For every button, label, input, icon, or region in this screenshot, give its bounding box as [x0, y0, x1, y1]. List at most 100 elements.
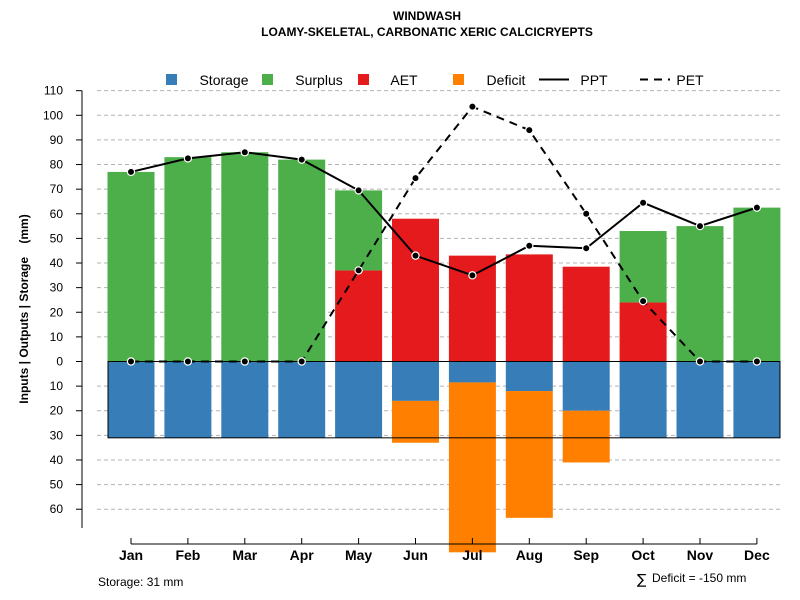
y-tick-label: 70: [50, 182, 64, 196]
deficit-bar-aug: [505, 391, 553, 518]
x-tick-label-jun: Jun: [403, 547, 428, 563]
y-tick-label: 50: [50, 478, 64, 492]
legend-label-surplus: Surplus: [295, 72, 342, 88]
pet-point-sep: [582, 209, 591, 218]
storage-bar-nov: [676, 361, 724, 438]
y-tick-label: 50: [50, 231, 64, 245]
ppt-point-sep: [582, 244, 591, 253]
legend: Storage Surplus AET Deficit PPT PET: [166, 72, 704, 88]
y-tick-label: 30: [50, 281, 64, 295]
pet-point-aug: [525, 125, 534, 135]
pet-point-dec: [752, 357, 762, 366]
storage-bar-feb: [164, 361, 212, 438]
surplus-bar-dec: [733, 207, 781, 362]
y-tick-label: 20: [50, 404, 64, 418]
ppt-point-feb: [183, 154, 193, 163]
ppt-point-jun: [411, 251, 420, 260]
x-tick-label-oct: Oct: [631, 547, 655, 563]
y-tick-label: 110: [44, 84, 63, 98]
y-tick-label: 80: [50, 158, 64, 172]
pet-point-jan: [126, 357, 136, 366]
legend-swatch-aet: [358, 74, 369, 85]
lines: [126, 102, 762, 366]
y-axis-title: Inputs | Outputs | Storage (mm): [17, 214, 31, 403]
surplus-bar-feb: [164, 157, 212, 362]
y-tick-label: 20: [50, 305, 64, 319]
deficit-bar-sep: [562, 410, 610, 463]
x-tick-label-nov: Nov: [687, 547, 714, 563]
x-tick-label-aug: Aug: [516, 547, 543, 563]
chart-title: WINDWASH: [393, 9, 461, 23]
ppt-point-jul: [468, 271, 477, 280]
deficit-bar-jul: [448, 382, 496, 553]
deficit-footnote: Deficit = -150 mm: [652, 571, 746, 585]
x-tick-label-mar: Mar: [232, 547, 257, 563]
pet-point-mar: [240, 357, 249, 366]
surplus-bar-oct: [619, 231, 667, 303]
y-tick-label: 30: [50, 428, 64, 442]
legend-label-deficit: Deficit: [487, 72, 526, 88]
y-tick-label: 10: [50, 330, 64, 344]
storage-bar-sep: [562, 361, 610, 411]
surplus-bar-may: [335, 190, 383, 271]
surplus-bar-nov: [676, 226, 724, 362]
ppt-point-jan: [126, 167, 136, 177]
bars: [107, 152, 781, 553]
pet-point-feb: [183, 357, 193, 366]
ppt-point-nov: [695, 221, 705, 231]
ppt-point-aug: [525, 241, 534, 250]
storage-bar-oct: [619, 361, 667, 438]
legend-swatch-surplus: [262, 74, 273, 85]
legend-swatch-deficit: [453, 74, 464, 85]
pet-line: [131, 105, 757, 363]
pet-point-jul: [468, 102, 477, 111]
x-tick-label-sep: Sep: [573, 547, 599, 563]
legend-label-aet: AET: [390, 72, 418, 88]
surplus-bar-mar: [221, 152, 269, 362]
aet-bar-may: [335, 270, 383, 362]
ppt-point-mar: [240, 148, 249, 157]
x-tick-label-feb: Feb: [175, 547, 200, 563]
y-tick-label: 40: [50, 256, 64, 270]
y-tick-label: 100: [43, 108, 63, 122]
pet-point-may: [354, 266, 363, 275]
x-tick-label-jan: Jan: [119, 547, 143, 563]
y-tick-label: 40: [50, 453, 64, 467]
storage-bar-apr: [278, 361, 326, 438]
legend-label-ppt: PPT: [580, 72, 608, 88]
pet-point-jun: [411, 173, 420, 183]
x-axis: Jan Feb Mar Apr May Jun Jul Aug Sep Oct Nov Dec: [119, 538, 770, 563]
storage-bar-aug: [505, 361, 553, 392]
ppt-point-may: [354, 186, 363, 195]
ppt-point-apr: [297, 155, 306, 164]
aet-bar-jun: [392, 218, 439, 362]
legend-swatch-storage: [166, 74, 177, 85]
ppt-line: [130, 151, 758, 277]
aet-bar-sep: [562, 266, 610, 362]
x-tick-label-jul: Jul: [462, 547, 482, 563]
deficit-bar-jun: [392, 400, 439, 443]
y-tick-label: 10: [50, 379, 64, 393]
storage-footnote: Storage: 31 mm: [98, 575, 183, 589]
legend-label-pet: PET: [676, 72, 704, 88]
chart-subtitle: LOAMY-SKELETAL, CARBONATIC XERIC CALCICR…: [261, 25, 593, 39]
sum-symbol: ∑: [637, 572, 647, 588]
y-tick-label: 90: [50, 133, 64, 147]
storage-bar-dec: [733, 361, 781, 438]
surplus-bar-jan: [107, 171, 155, 362]
aet-bar-aug: [505, 254, 553, 362]
storage-bar-jul: [448, 361, 496, 383]
legend-label-storage: Storage: [199, 72, 248, 88]
x-tick-label-dec: Dec: [744, 547, 770, 563]
pet-point-nov: [695, 357, 705, 366]
storage-bar-jun: [392, 361, 439, 401]
ppt-point-oct: [638, 198, 648, 207]
aet-bar-oct: [619, 302, 667, 362]
y-tick-label: 0: [56, 355, 63, 369]
storage-bar-may: [335, 361, 383, 438]
y-tick-label: 60: [50, 502, 64, 516]
surplus-bar-apr: [278, 159, 326, 362]
pet-point-apr: [297, 357, 306, 366]
